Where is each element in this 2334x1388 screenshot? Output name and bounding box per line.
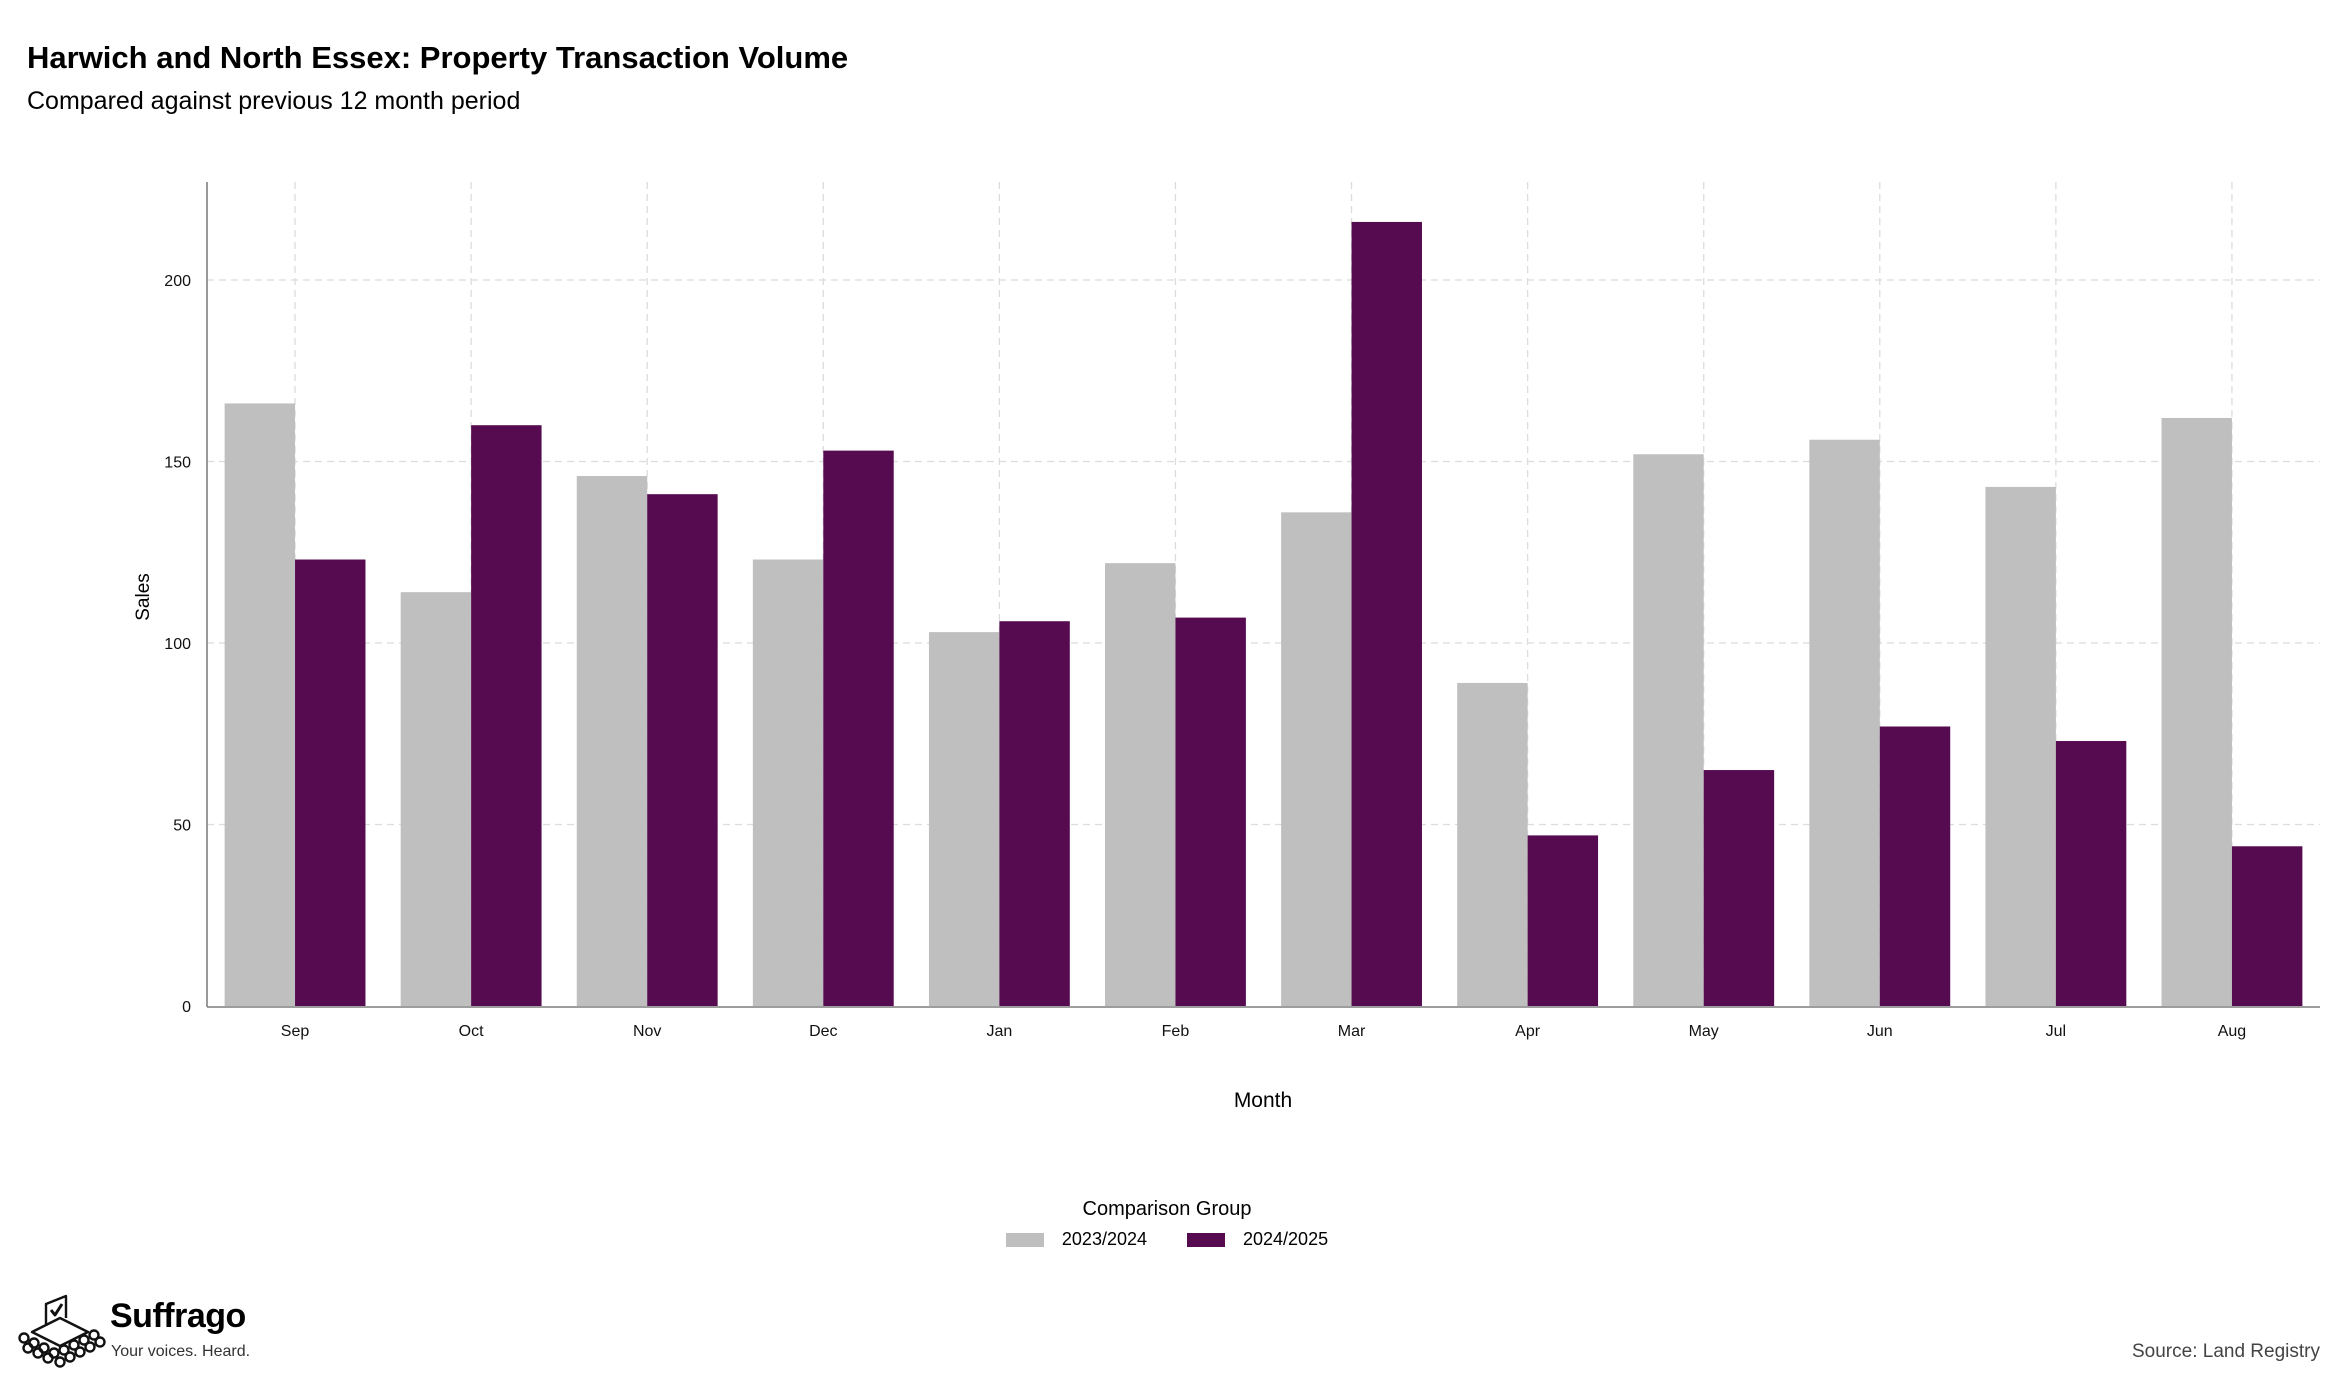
legend-swatch-2023-2024 — [1005, 1232, 1044, 1247]
legend-swatch-2024-2025 — [1187, 1232, 1225, 1247]
bar-2023-2024-jul — [1985, 486, 2056, 1007]
bar-2023-2024-apr — [1457, 682, 1528, 1006]
brand-name: Suffrago — [110, 1297, 246, 1335]
bar-2024-2025-aug — [2231, 846, 2303, 1006]
bar-2023-2024-may — [1633, 454, 1704, 1006]
bar-2024-2025-jul — [2055, 741, 2127, 1006]
bar-2023-2024-jan — [928, 632, 1000, 1006]
x-tick-label: Jun — [1867, 1023, 1893, 1040]
x-tick-label: Oct — [459, 1023, 484, 1040]
x-axis-label: Month — [1234, 1089, 1292, 1112]
bar-2024-2025-feb — [1175, 617, 1246, 1006]
legend: Comparison Group 2023/2024 2024/2025 — [0, 1198, 2334, 1250]
bar-2024-2025-sep — [295, 559, 366, 1006]
x-tick-label: Jan — [986, 1023, 1012, 1040]
x-tick-label: Dec — [809, 1023, 837, 1040]
bar-2024-2025-mar — [1351, 221, 1422, 1007]
bars — [224, 221, 2303, 1007]
x-tick-label: May — [1689, 1023, 1719, 1040]
y-tick-label: 0 — [182, 999, 191, 1016]
bar-2024-2025-oct — [471, 425, 542, 1007]
legend-label-2023-2024: 2023/2024 — [1061, 1229, 1147, 1249]
x-tick-label: Jul — [2046, 1023, 2066, 1040]
y-tick-label: 200 — [164, 273, 191, 290]
x-tick-label: Feb — [1162, 1023, 1190, 1040]
y-tick-label: 100 — [164, 636, 191, 653]
bar-2023-2024-aug — [2161, 417, 2232, 1006]
x-tick-label: Nov — [633, 1023, 661, 1040]
bar-2024-2025-jan — [999, 621, 1070, 1006]
bar-2023-2024-dec — [752, 559, 824, 1006]
legend-item-2023-2024: 2023/2024 — [1005, 1229, 1147, 1250]
bar-2024-2025-dec — [823, 450, 894, 1007]
bar-2023-2024-sep — [224, 403, 296, 1006]
y-tick-label: 150 — [164, 455, 191, 472]
legend-items: 2023/2024 2024/2025 — [0, 1229, 2334, 1250]
source-note: Source: Land Registry — [2132, 1341, 2320, 1362]
x-tick-label: Sep — [281, 1023, 310, 1040]
bar-2023-2024-jun — [1809, 439, 1880, 1006]
ballot-box-icon — [18, 1294, 106, 1368]
bar-2024-2025-jun — [1879, 726, 1951, 1006]
bar-2023-2024-feb — [1105, 563, 1176, 1006]
brand-tagline: Your voices. Heard. — [111, 1343, 251, 1360]
y-tick-label: 50 — [173, 818, 191, 835]
x-tick-label: Apr — [1515, 1023, 1541, 1040]
legend-label-2024-2025: 2024/2025 — [1243, 1229, 1329, 1249]
bar-chart: 0 50 100 150 200 Sep Oct Nov Dec Jan Feb Mar Apr May J… — [133, 182, 2320, 1112]
x-tick-label: Aug — [2218, 1023, 2246, 1040]
x-tick-label: Mar — [1338, 1023, 1366, 1040]
bar-2023-2024-oct — [400, 592, 472, 1006]
bar-2024-2025-may — [1703, 770, 1775, 1006]
bar-2023-2024-nov — [576, 476, 648, 1006]
y-axis-label: Sales — [133, 573, 154, 621]
bar-2024-2025-apr — [1527, 835, 1599, 1006]
bar-2023-2024-mar — [1281, 512, 1352, 1006]
legend-title: Comparison Group — [1082, 1198, 1252, 1220]
axes: 0 50 100 150 200 Sep Oct Nov Dec Jan Feb Mar Apr May J… — [164, 182, 2320, 1040]
chart-subtitle: Compared against previous 12 month perio… — [27, 87, 521, 115]
legend-item-2024-2025: 2024/2025 — [1187, 1229, 1328, 1250]
bar-2024-2025-nov — [647, 494, 718, 1006]
chart-title: Harwich and North Essex: Property Transa… — [27, 40, 849, 75]
